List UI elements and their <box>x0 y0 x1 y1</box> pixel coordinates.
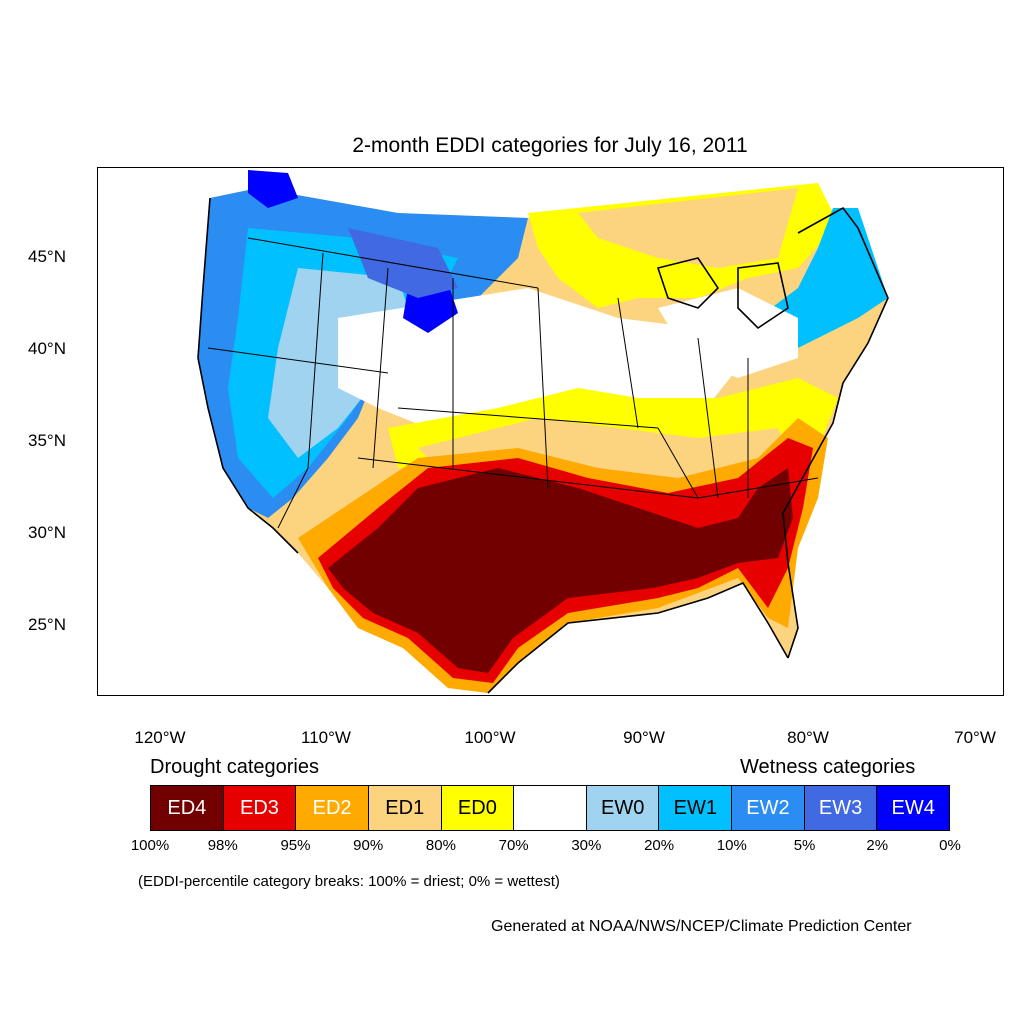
percentile-label: 30% <box>571 837 602 854</box>
legend-cell-ew3: EW3 <box>804 786 878 830</box>
wetness-heading: Wetness categories <box>740 756 916 778</box>
percentile-label: 90% <box>353 837 384 854</box>
coastlines <box>197 197 889 694</box>
montana-wet <box>348 228 458 298</box>
lat-label-40n: 40°N <box>28 339 66 358</box>
lat-label-25n: 25°N <box>28 615 66 634</box>
lon-label-110w: 110°W <box>301 728 351 747</box>
legend-cell-ed1: ED1 <box>368 786 442 830</box>
percentile-label: 2% <box>866 837 889 854</box>
nw-extreme-wet <box>248 170 298 208</box>
legend-cell-ed3: ED3 <box>223 786 297 830</box>
percentile-label: 5% <box>793 837 816 854</box>
northern-moderate-dry <box>578 188 798 268</box>
percentile-label: 10% <box>716 837 747 854</box>
lon-label-70w: 70°W <box>954 728 996 747</box>
percentile-label: 70% <box>498 837 529 854</box>
percentile-label: 98% <box>207 837 238 854</box>
great-lakes-normal <box>658 288 798 378</box>
legend-cell-ed2: ED2 <box>296 786 369 830</box>
legend-cell-normal <box>514 786 587 830</box>
lat-label-45n: 45°N <box>28 247 66 266</box>
percentile-label: 20% <box>644 837 675 854</box>
lat-label-30n: 30°N <box>28 523 66 542</box>
percentile-label: 95% <box>280 837 311 854</box>
legend-color-bar: ED4 ED3 ED2 ED1 ED0 EW0 EW1 EW2 EW3 EW4 <box>150 785 950 831</box>
percentile-label: 0% <box>939 837 961 854</box>
legend-cell-ew0: EW0 <box>586 786 660 830</box>
lon-label-100w: 100°W <box>464 728 516 747</box>
lon-label-120w: 120°W <box>134 728 186 747</box>
map-title: 2-month EDDI categories for July 16, 201… <box>352 134 748 157</box>
legend-cell-ew2: EW2 <box>732 786 805 830</box>
lon-label-80w: 80°W <box>787 728 829 747</box>
eddi-map <box>197 170 889 694</box>
drought-heading: Drought categories <box>150 756 319 778</box>
lat-label-35n: 35°N <box>28 431 66 450</box>
map-panel <box>97 167 1004 696</box>
legend-cell-ed4: ED4 <box>151 786 224 830</box>
state-borders <box>207 237 819 529</box>
legend-note: (EDDI-percentile category breaks: 100% =… <box>138 873 560 890</box>
credit-line: Generated at NOAA/NWS/NCEP/Climate Predi… <box>491 918 912 935</box>
legend-cell-ew1: EW1 <box>659 786 733 830</box>
legend-cell-ed0: ED0 <box>441 786 515 830</box>
percentile-label: 100% <box>130 837 170 854</box>
legend-cell-ew4: EW4 <box>877 786 950 830</box>
percentile-label: 80% <box>425 837 456 854</box>
southern-exceptional-dry <box>328 468 793 673</box>
lon-label-90w: 90°W <box>623 728 665 747</box>
